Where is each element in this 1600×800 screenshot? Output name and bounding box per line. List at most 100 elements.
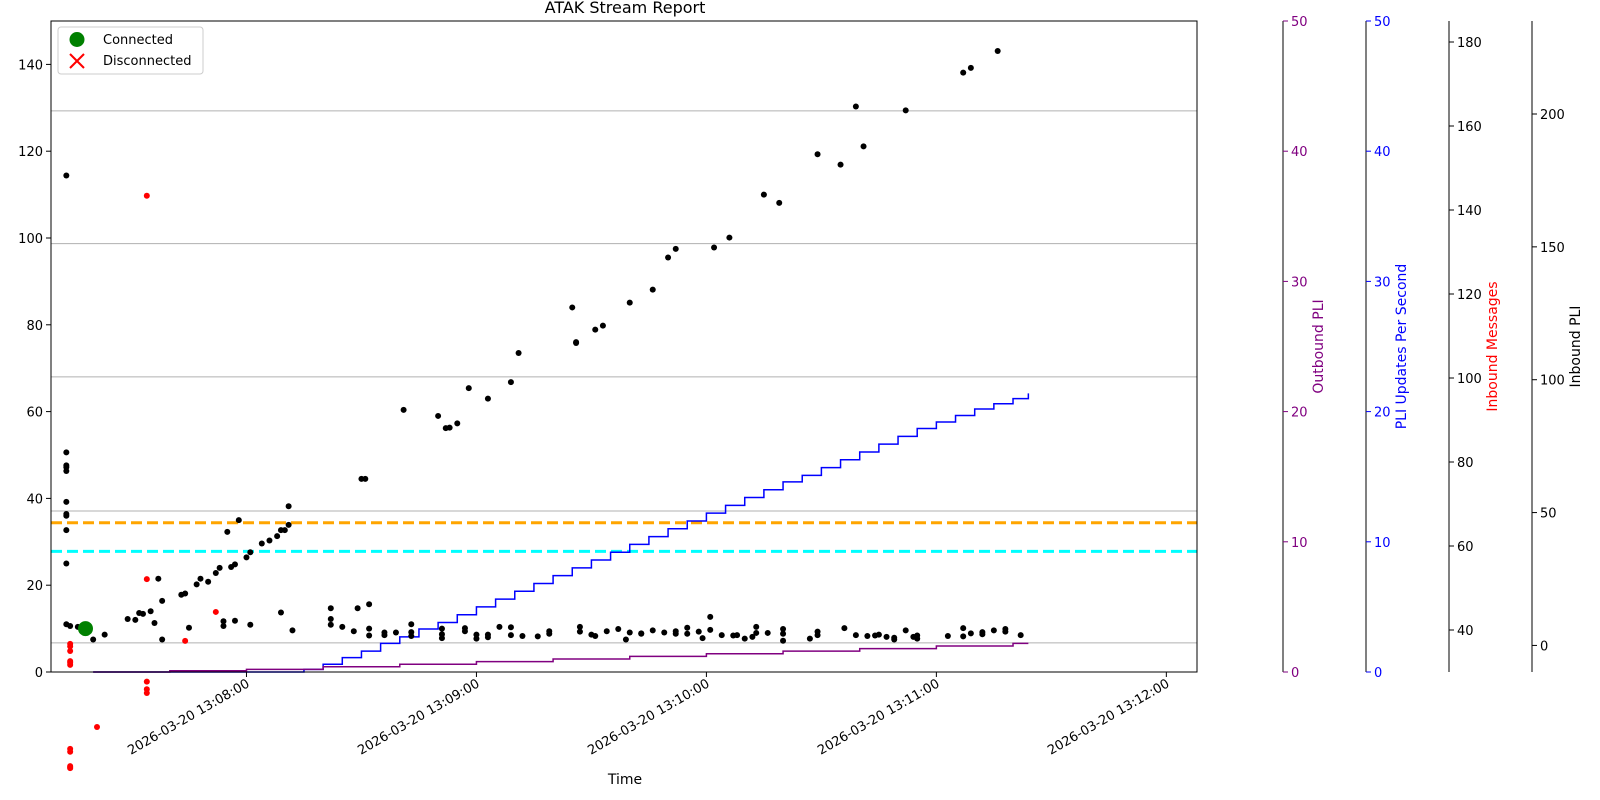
data-point [350, 628, 357, 635]
data-point [990, 627, 997, 634]
data-point [507, 379, 514, 386]
data-point [707, 613, 714, 620]
data-point [67, 748, 74, 755]
right-axis-label: PLI Updates Per Second [1394, 264, 1410, 430]
right-axis-tick-label: 40 [1457, 624, 1474, 639]
right-axis-tick-label: 10 [1374, 536, 1391, 551]
data-point [354, 605, 361, 612]
data-point [534, 633, 541, 640]
data-point [649, 627, 656, 634]
data-point [649, 286, 656, 293]
right-axis-tick-label: 60 [1457, 540, 1474, 555]
data-point [576, 628, 583, 635]
data-point [197, 575, 204, 582]
data-point [235, 517, 242, 524]
data-point [473, 631, 480, 638]
right-axis-tick-label: 50 [1291, 15, 1308, 30]
series-line [93, 642, 1029, 673]
data-point [967, 630, 974, 637]
data-point [63, 468, 70, 475]
data-point [212, 608, 219, 615]
data-point [672, 630, 679, 637]
right-axis-tick-label: 50 [1374, 15, 1391, 30]
data-point [247, 549, 254, 556]
data-point [362, 475, 369, 482]
data-point [626, 299, 633, 306]
right-axis-tick-label: 120 [1457, 288, 1482, 303]
data-point [914, 635, 921, 642]
data-point [67, 661, 74, 668]
data-point [182, 590, 189, 597]
data-point [979, 631, 986, 638]
data-point [274, 533, 281, 540]
data-point [1002, 626, 1009, 633]
data-point [665, 254, 672, 261]
data-point [63, 560, 70, 567]
right-axis-tick-label: 40 [1291, 145, 1308, 160]
data-point [381, 629, 388, 636]
data-point [507, 632, 514, 639]
data-point [63, 512, 70, 519]
data-point [285, 503, 292, 510]
data-point [1017, 632, 1024, 639]
data-point [159, 597, 166, 604]
data-point [101, 631, 108, 638]
data-point [519, 632, 526, 639]
right-axis-tick-label: 30 [1291, 275, 1308, 290]
data-point [806, 635, 813, 642]
right-axis-tick-label: 160 [1457, 120, 1482, 135]
data-point [281, 527, 288, 534]
legend-box [57, 26, 204, 75]
data-point [672, 245, 679, 252]
data-point [277, 609, 284, 616]
data-point [63, 172, 70, 179]
y-tick-label: 100 [18, 232, 43, 247]
right-axis-tick-label: 50 [1540, 507, 1557, 522]
data-point [327, 605, 334, 612]
data-point [695, 628, 702, 635]
right-axis-tick-label: 180 [1457, 36, 1482, 51]
data-point [366, 625, 373, 632]
chart-title: ATAK Stream Report [545, 0, 706, 17]
data-point [143, 192, 150, 199]
right-axis-tick-label: 80 [1457, 456, 1474, 471]
legend-connected-marker [69, 32, 85, 47]
data-point [231, 617, 238, 624]
data-point [143, 576, 150, 583]
data-point [266, 537, 273, 544]
data-point [67, 765, 74, 772]
data-point [139, 610, 146, 617]
data-point [67, 622, 74, 629]
data-point [220, 618, 227, 625]
legend-x-stroke [69, 53, 85, 69]
y-axis-main: 0 20 40 60 80 100 120 140 [18, 58, 51, 681]
data-point [515, 350, 522, 357]
right-axis-tick-label: 40 [1374, 145, 1391, 160]
data-point [155, 575, 162, 582]
data-point [231, 561, 238, 568]
data-point [465, 385, 472, 392]
data-point [258, 540, 265, 547]
y-tick-label: 120 [18, 145, 43, 160]
x-axis-label: Time [607, 772, 642, 788]
data-point [841, 625, 848, 632]
data-point [864, 632, 871, 639]
data-point [944, 632, 951, 639]
data-point [883, 633, 890, 640]
data-point [484, 634, 491, 641]
data-point [684, 624, 691, 631]
data-point [205, 578, 212, 585]
right-axis-label: Outbound PLI [1311, 299, 1327, 393]
data-point [182, 637, 189, 644]
data-point [814, 632, 821, 639]
data-point [285, 521, 292, 528]
right-axis-tick-label: 20 [1374, 406, 1391, 421]
data-point [484, 395, 491, 402]
grid-lines [51, 110, 1197, 644]
data-point [143, 690, 150, 696]
data-point [159, 636, 166, 643]
data-point [684, 630, 691, 637]
data-point [247, 621, 254, 628]
right-axis-tick-label: 10 [1291, 536, 1308, 551]
data-point [289, 627, 296, 634]
